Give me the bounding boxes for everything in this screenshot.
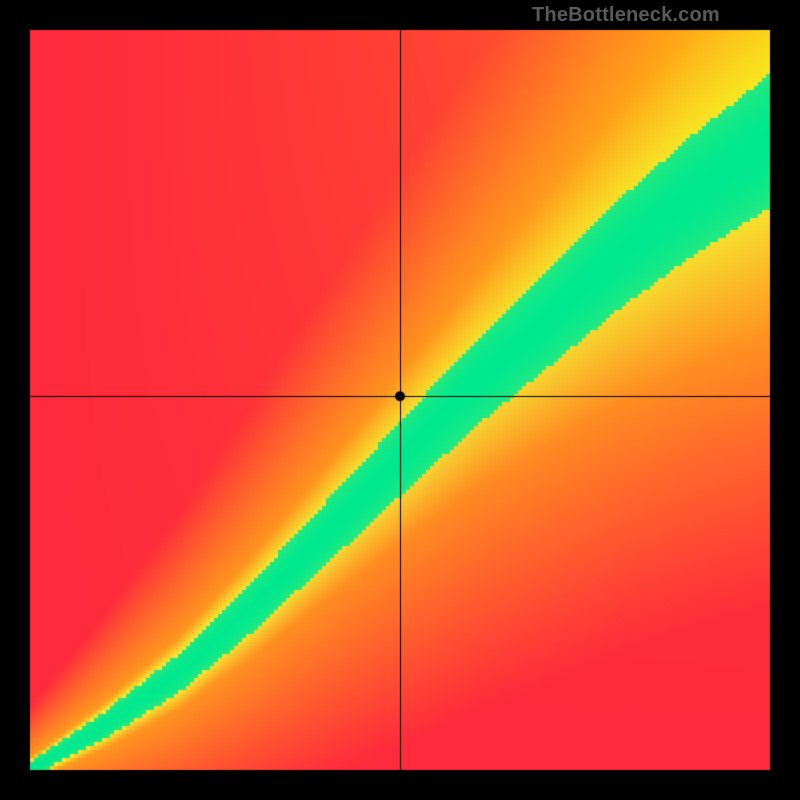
chart-stage: TheBottleneck.com <box>0 0 800 800</box>
bottleneck-heatmap-canvas <box>0 0 800 800</box>
watermark-text: TheBottleneck.com <box>532 4 720 27</box>
